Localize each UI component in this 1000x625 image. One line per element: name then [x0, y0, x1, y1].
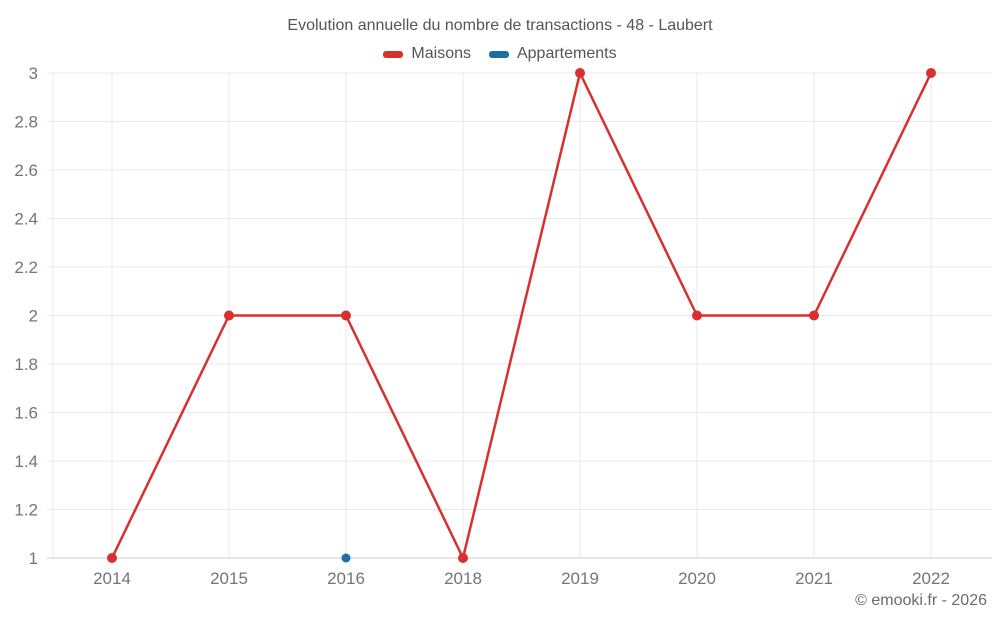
y-tick-label: 2: [29, 307, 38, 326]
legend-label-appartements: Appartements: [516, 45, 617, 62]
series-maisons-point[interactable]: [575, 68, 585, 78]
legend-label-maisons: Maisons: [411, 45, 471, 62]
series-maisons-point[interactable]: [458, 553, 468, 563]
y-tick-label: 1: [29, 549, 38, 568]
y-tick-label: 2.4: [14, 210, 38, 229]
x-tick-label: 2018: [444, 569, 482, 588]
x-tick-label: 2022: [912, 569, 950, 588]
y-tick-label: 2.6: [14, 161, 38, 180]
series-maisons-line: [110, 71, 933, 560]
x-tick-label: 2015: [210, 569, 248, 588]
series-maisons-point[interactable]: [341, 310, 351, 321]
y-tick-label: 2.8: [14, 113, 38, 132]
x-tick-label: 2016: [327, 569, 365, 588]
chart-legend: Maisons Appartements: [0, 45, 1000, 63]
y-tick-label: 2.2: [14, 258, 38, 277]
series-maisons-point[interactable]: [692, 310, 702, 321]
y-tick-label: 1.4: [14, 452, 38, 471]
x-tick-label: 2014: [93, 569, 131, 588]
series-maisons-point[interactable]: [107, 553, 117, 563]
series-maisons-point[interactable]: [926, 68, 936, 78]
appartements-swatch-icon: [488, 50, 509, 58]
legend-item-maisons[interactable]: Maisons: [383, 45, 471, 63]
series-appartements-point[interactable]: [341, 553, 351, 563]
y-tick-label: 3: [29, 64, 38, 83]
copyright-text: © emooki.fr - 2026: [855, 592, 987, 609]
legend-item-appartements[interactable]: Appartements: [488, 45, 617, 63]
maisons-swatch-icon: [383, 50, 404, 58]
chart-title: Evolution annuelle du nombre de transact…: [287, 17, 713, 34]
y-tick-label: 1.6: [14, 404, 38, 423]
y-tick-label: 1.8: [14, 355, 38, 374]
series-maisons-point[interactable]: [809, 310, 819, 321]
y-tick-label: 1.2: [14, 501, 38, 520]
x-tick-label: 2021: [795, 569, 833, 588]
x-tick-label: 2020: [678, 569, 716, 588]
series-maisons-point[interactable]: [224, 310, 234, 321]
x-tick-label: 2019: [561, 569, 599, 588]
